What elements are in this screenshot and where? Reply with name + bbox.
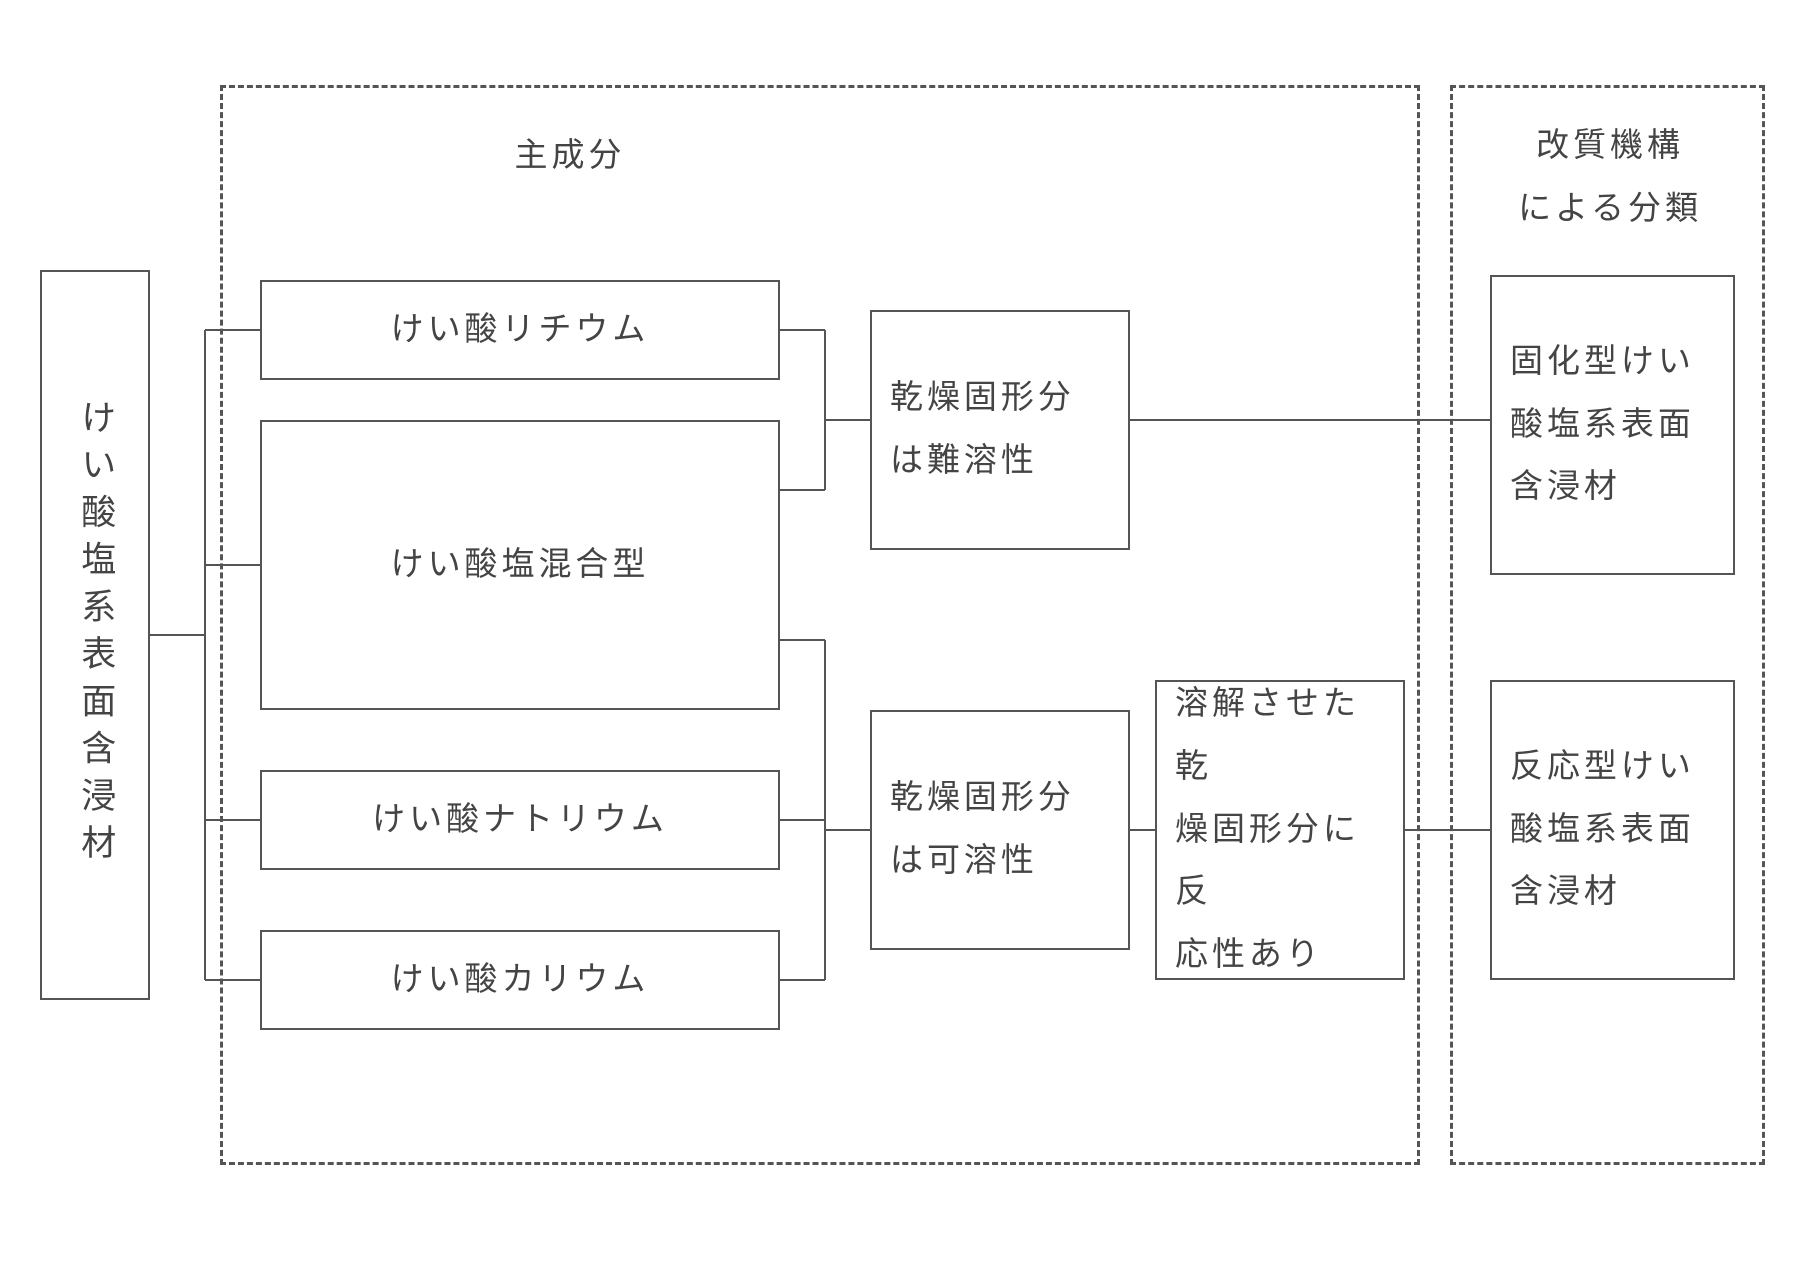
node-output-reaction: 反応型けい 酸塩系表面 含浸材 [1490, 680, 1735, 980]
node-lithium: けい酸リチウム [260, 280, 780, 380]
group-main-title: 主成分 [470, 125, 670, 188]
node-soluble: 乾燥固形分 は可溶性 [870, 710, 1130, 950]
group-class-title: 改質機構 による分類 [1495, 115, 1725, 240]
node-insoluble: 乾燥固形分 は難溶性 [870, 310, 1130, 550]
node-insoluble-label: 乾燥固形分 は難溶性 [890, 367, 1075, 492]
node-potassium-label: けい酸カリウム [391, 949, 650, 1012]
node-output-solidify-label: 固化型けい 酸塩系表面 含浸材 [1510, 331, 1695, 519]
node-output-solidify: 固化型けい 酸塩系表面 含浸材 [1490, 275, 1735, 575]
node-potassium: けい酸カリウム [260, 930, 780, 1030]
node-sodium-label: けい酸ナトリウム [372, 789, 668, 852]
root-label: けい酸塩系表面含浸材 [62, 399, 129, 872]
node-mixed: けい酸塩混合型 [260, 420, 780, 710]
node-sodium: けい酸ナトリウム [260, 770, 780, 870]
node-reactive-label: 溶解させた乾 燥固形分に反 応性あり [1175, 673, 1385, 986]
node-mixed-label: けい酸塩混合型 [391, 534, 650, 597]
node-lithium-label: けい酸リチウム [391, 299, 650, 362]
node-soluble-label: 乾燥固形分 は可溶性 [890, 767, 1075, 892]
node-output-reaction-label: 反応型けい 酸塩系表面 含浸材 [1510, 736, 1695, 924]
node-reactive-note: 溶解させた乾 燥固形分に反 応性あり [1155, 680, 1405, 980]
group-classification [1450, 85, 1765, 1165]
root-node: けい酸塩系表面含浸材 [40, 270, 150, 1000]
